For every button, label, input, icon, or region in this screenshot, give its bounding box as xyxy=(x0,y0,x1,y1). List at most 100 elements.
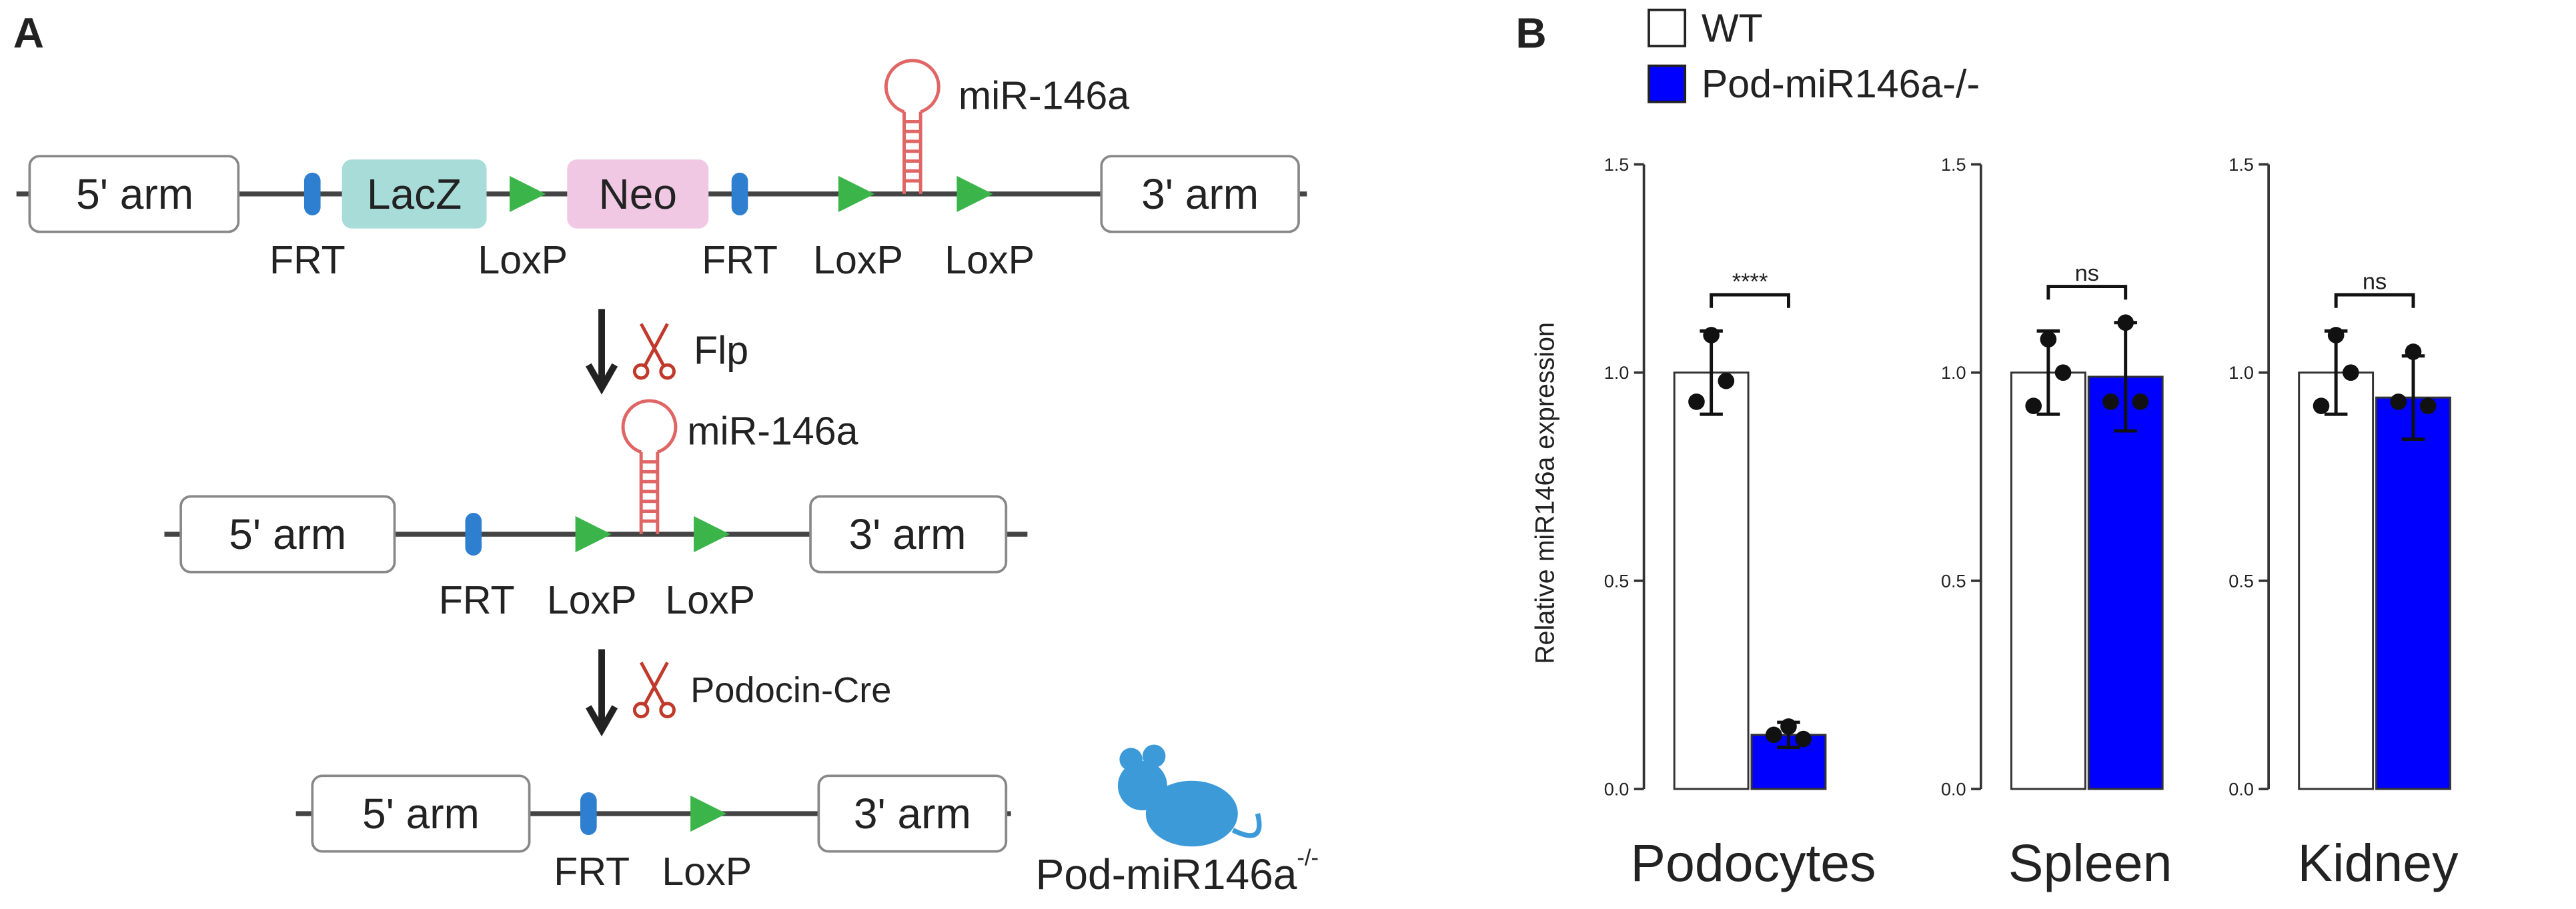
arm-label: 5' arm xyxy=(362,790,480,838)
data-point xyxy=(2419,397,2437,414)
mouse-icon xyxy=(1117,744,1262,847)
y-tick-label: 0.0 xyxy=(1604,779,1630,800)
panel-label: A xyxy=(13,9,44,57)
data-point xyxy=(2025,397,2042,414)
y-tick-label: 1.5 xyxy=(1604,154,1630,175)
site-label: FRT xyxy=(439,578,515,622)
bar xyxy=(2087,375,2164,790)
site-label: LoxP xyxy=(813,237,903,282)
frt-site xyxy=(731,172,748,215)
significance-bracket xyxy=(2334,293,2415,308)
data-point xyxy=(1703,327,1720,343)
site-label: FRT xyxy=(702,237,778,282)
data-point xyxy=(2117,314,2134,331)
chart-title: Kidney xyxy=(2297,834,2459,892)
arm-box xyxy=(179,495,396,574)
loxp-site xyxy=(690,795,727,832)
significance-bracket xyxy=(2046,285,2128,300)
y-tick-label: 0.5 xyxy=(1941,570,1966,591)
data-point xyxy=(1780,718,1797,735)
arrow xyxy=(586,309,618,395)
frt-site xyxy=(465,512,482,556)
chart-title: Spleen xyxy=(2008,834,2172,892)
site-label: LoxP xyxy=(944,237,1035,282)
data-point xyxy=(2054,364,2072,381)
loxp-site xyxy=(510,175,546,212)
y-tick-label: 1.0 xyxy=(1941,362,1966,383)
site-label: LoxP xyxy=(665,578,755,622)
scissors xyxy=(634,324,674,378)
loxp-site xyxy=(575,516,612,553)
site-label: FRT xyxy=(269,237,346,282)
arm-label: 5' arm xyxy=(229,510,346,558)
data-point xyxy=(2343,364,2359,381)
legend-label: Pod-miR146a-/- xyxy=(1702,61,1980,106)
significance-bracket xyxy=(1710,293,1790,308)
data-point xyxy=(2313,397,2330,414)
loxp-site xyxy=(956,175,993,212)
y-axis-label: Relative miR146a expression xyxy=(1531,322,1560,664)
legend-swatch xyxy=(1648,8,1687,47)
data-point xyxy=(2405,343,2422,360)
arm-box xyxy=(1100,155,1300,233)
y-tick-label: 0.5 xyxy=(2228,570,2254,591)
arm-label: 3' arm xyxy=(854,790,971,838)
data-point xyxy=(1795,730,1812,748)
hairpin-label: miR-146a xyxy=(958,73,1129,117)
arm-box xyxy=(28,155,240,233)
site-label: FRT xyxy=(554,849,630,894)
data-point xyxy=(2040,331,2057,348)
data-point xyxy=(2327,327,2345,343)
bar xyxy=(2298,371,2375,790)
bar xyxy=(1673,371,1750,790)
step-label: Flp xyxy=(694,327,748,372)
arm-box xyxy=(809,495,1008,574)
neo-label: Neo xyxy=(598,170,677,218)
lacz-label: LacZ xyxy=(367,170,462,218)
bar xyxy=(2375,396,2451,790)
arm-label: 3' arm xyxy=(848,510,966,558)
data-point xyxy=(1765,726,1782,744)
legend-label: WT xyxy=(1702,5,1763,50)
y-tick-label: 0.0 xyxy=(1941,779,1966,800)
site-label: LoxP xyxy=(547,578,637,622)
y-tick-label: 0.5 xyxy=(1604,570,1630,591)
data-point xyxy=(1688,393,1705,410)
significance-label: **** xyxy=(1732,269,1768,294)
arm-box xyxy=(311,774,531,853)
mouse-label: Pod-miR146a-/- xyxy=(1036,846,1319,899)
y-tick-label: 1.0 xyxy=(1604,362,1630,383)
loxp-site xyxy=(838,175,875,212)
hairpin xyxy=(886,61,938,194)
scissors xyxy=(634,662,674,716)
data-point xyxy=(2102,393,2119,410)
arm-box xyxy=(817,774,1008,853)
frt-site xyxy=(303,172,321,215)
site-label: LoxP xyxy=(478,237,568,282)
data-point xyxy=(2390,393,2407,410)
panel-label: B xyxy=(1515,9,1546,57)
lacz-box xyxy=(342,159,487,229)
neo-box xyxy=(567,159,709,229)
chart-title: Podocytes xyxy=(1630,834,1876,892)
arm-label: 3' arm xyxy=(1141,170,1259,218)
significance-label: ns xyxy=(2363,269,2387,294)
arrow xyxy=(586,649,618,737)
significance-label: ns xyxy=(2075,261,2099,286)
arm-label: 5' arm xyxy=(76,170,193,218)
y-tick-label: 1.5 xyxy=(2228,154,2254,175)
step-label: Podocin-Cre xyxy=(690,670,891,710)
legend-swatch xyxy=(1648,64,1687,103)
bar xyxy=(2010,371,2086,790)
data-point xyxy=(1718,372,1735,389)
y-tick-label: 0.0 xyxy=(2228,779,2254,800)
frt-site xyxy=(580,792,597,836)
hairpin-label: miR-146a xyxy=(687,408,858,453)
site-label: LoxP xyxy=(662,849,752,894)
y-tick-label: 1.5 xyxy=(1941,154,1966,175)
data-point xyxy=(2132,393,2149,410)
y-tick-label: 1.0 xyxy=(2228,362,2254,383)
hairpin xyxy=(623,401,676,534)
